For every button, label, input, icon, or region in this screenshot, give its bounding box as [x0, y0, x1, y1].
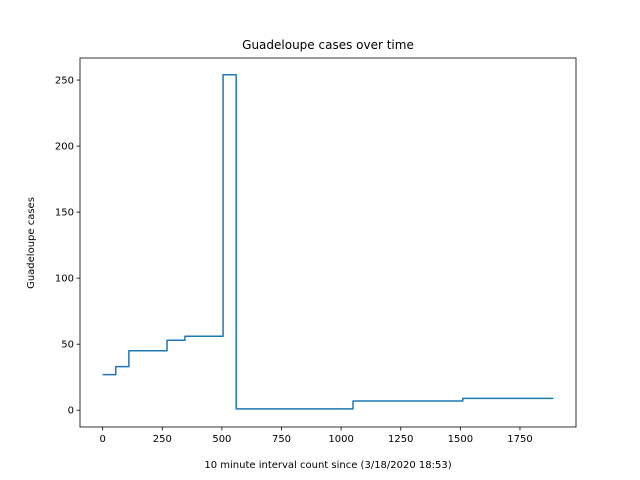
y-tick-label: 250 [55, 76, 74, 87]
y-tick-label: 200 [55, 142, 74, 153]
x-tick-label: 0 [99, 434, 105, 445]
x-tick-label: 1500 [448, 434, 473, 445]
series-line-0 [102, 74, 554, 410]
y-axis-ticks: 0 50 100 150 200 250 [55, 76, 80, 417]
x-tick-label: 1250 [388, 434, 413, 445]
x-tick-label: 1750 [507, 434, 532, 445]
y-tick-label: 150 [55, 208, 74, 219]
x-tick-label: 500 [212, 434, 231, 445]
x-axis-label: 10 minute interval count since (3/18/202… [204, 460, 451, 471]
y-tick-label: 100 [55, 274, 74, 285]
x-tick-label: 750 [272, 434, 291, 445]
plot-area [102, 74, 554, 410]
plot-frame [79, 57, 577, 428]
x-axis-ticks: 0 250 500 750 1000 1250 1500 1750 [99, 427, 533, 445]
x-tick-label: 1000 [328, 434, 353, 445]
x-tick-label: 250 [153, 434, 172, 445]
y-tick-label: 50 [61, 340, 74, 351]
y-axis-label: Guadeloupe cases [26, 197, 37, 289]
chart-title: Guadeloupe cases over time [242, 38, 414, 52]
y-tick-label: 0 [68, 406, 74, 417]
